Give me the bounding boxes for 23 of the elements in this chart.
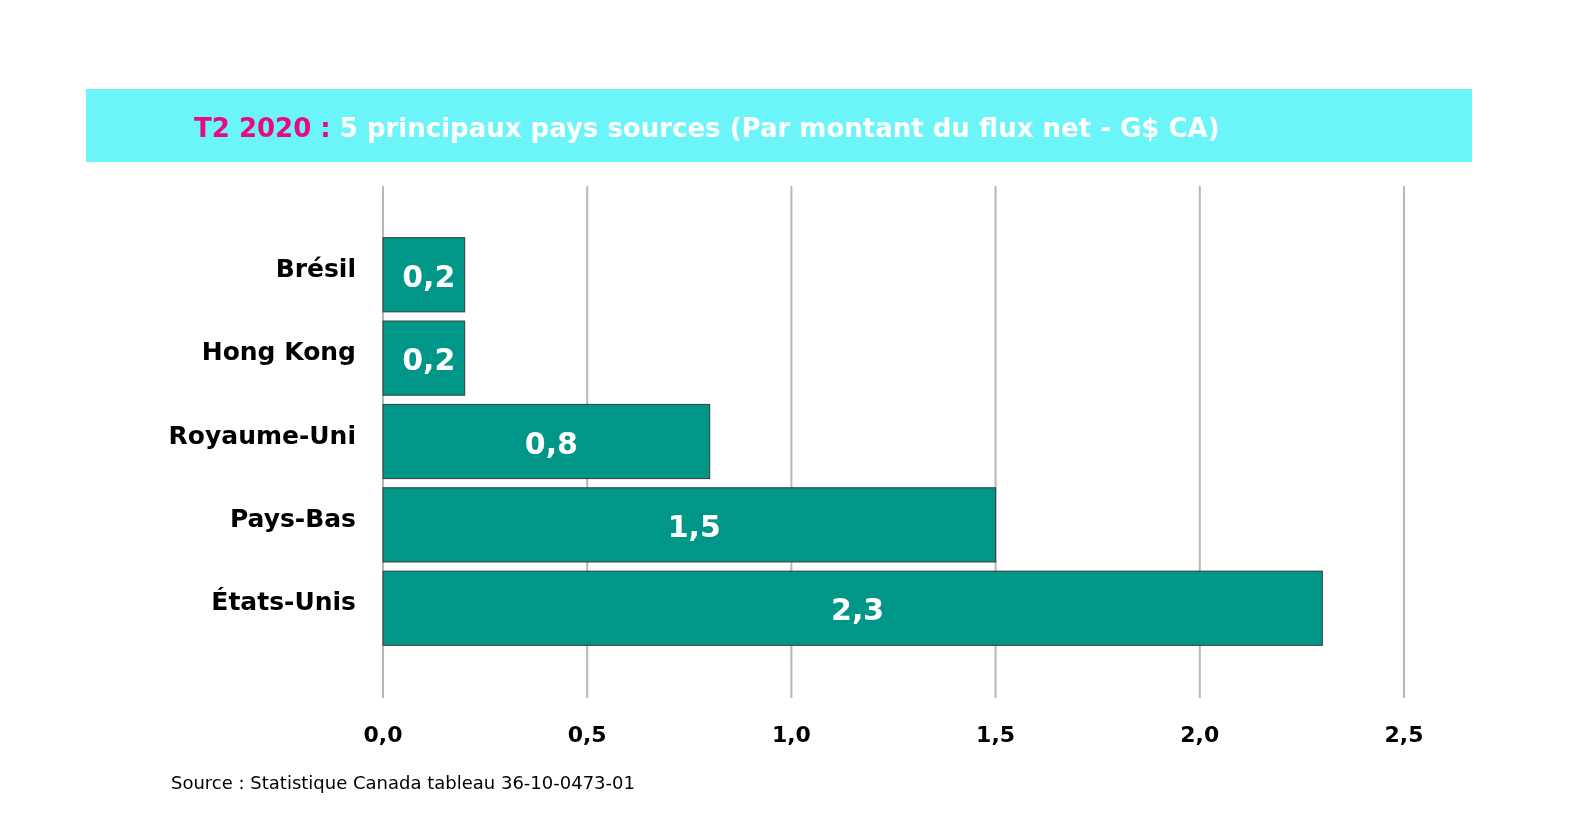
y-tick-label: Hong Kong bbox=[201, 337, 356, 367]
x-tick-label: 0,5 bbox=[567, 722, 607, 747]
data-label: 1,5 bbox=[667, 508, 721, 544]
y-tick-label: Pays-Bas bbox=[229, 503, 356, 533]
x-tick-label: 1,0 bbox=[771, 722, 811, 747]
bar bbox=[382, 570, 1323, 646]
x-tick-label: 0,0 bbox=[363, 722, 403, 747]
bar bbox=[382, 403, 711, 480]
x-tick-label: 1,5 bbox=[976, 722, 1016, 747]
x-tick-label: 2,0 bbox=[1180, 722, 1220, 747]
data-label: 0,2 bbox=[402, 342, 456, 378]
bar bbox=[382, 320, 466, 396]
y-tick-label: Royaume-Uni bbox=[168, 420, 356, 450]
bar bbox=[382, 237, 466, 313]
source-note: Source : Statistique Canada tableau 36-10-0473-01 bbox=[171, 772, 635, 793]
chart-title: T2 2020 : 5 principaux pays sources (Par montant du flux net - G$ CA) bbox=[194, 113, 1220, 143]
data-label: 0,2 bbox=[402, 258, 456, 294]
bar bbox=[382, 487, 997, 563]
data-label: 0,8 bbox=[524, 425, 578, 461]
data-label: 2,3 bbox=[831, 592, 885, 628]
x-tick-label: 2,5 bbox=[1384, 722, 1424, 747]
y-tick-label: Brésil bbox=[275, 253, 356, 283]
y-tick-label: États-Unis bbox=[211, 587, 356, 617]
